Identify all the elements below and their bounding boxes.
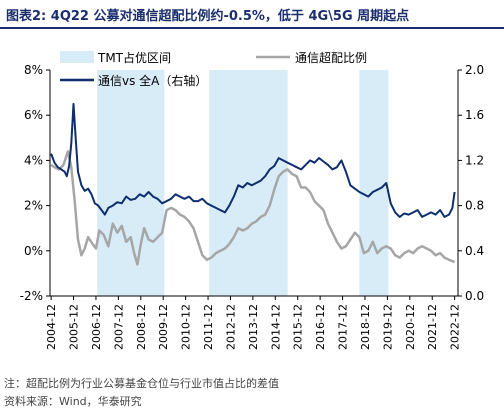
- x-tick-label: 2010-12: [180, 304, 193, 350]
- x-tick-label: 2018-12: [359, 304, 372, 350]
- series-lines: [50, 102, 456, 266]
- left-tick-label: 0%: [24, 244, 43, 258]
- right-tick-label: 1.6: [465, 108, 484, 122]
- right-tick-label: 2.0: [465, 63, 484, 77]
- x-tick-label: 2007-12: [112, 304, 125, 350]
- x-tick-label: 2020-12: [404, 304, 417, 350]
- x-tick-label: 2016-12: [314, 304, 327, 350]
- tmt-band: [359, 70, 389, 296]
- legend-label-navy-line: 通信vs 全A（右轴）: [98, 73, 207, 88]
- x-tick-label: 2014-12: [269, 304, 282, 350]
- right-tick-label: 0.0: [465, 289, 484, 303]
- x-tick-label: 2012-12: [224, 304, 237, 350]
- x-tick-label: 2011-12: [202, 304, 215, 350]
- tmt-band: [97, 70, 165, 296]
- x-tick-label: 2021-12: [426, 304, 439, 350]
- x-tick-label: 2017-12: [337, 304, 350, 350]
- left-tick-label: 4%: [24, 153, 43, 167]
- source-note: 资料来源：Wind，华泰研究: [4, 395, 142, 408]
- x-tick-label: 2022-12: [449, 304, 462, 350]
- left-tick-label: 8%: [24, 63, 43, 77]
- title-divider: [0, 27, 504, 29]
- x-tick-label: 2009-12: [157, 304, 170, 350]
- legend-swatch-band: [60, 51, 94, 63]
- x-tick-label: 2013-12: [247, 304, 260, 350]
- right-tick-label: 1.2: [465, 153, 484, 167]
- footnote: 注：超配比例为行业公募基金仓位与行业市值占比的差值: [4, 377, 279, 390]
- right-tick-label: 0.8: [465, 199, 484, 213]
- x-tick-label: 2006-12: [90, 304, 103, 350]
- line-chart: -2% 0% 2% 4% 6% 8% 0.0 0.4 0.8 1.2 1.6 2.0 2004-12 20…: [20, 50, 484, 350]
- axes: -2% 0% 2% 4% 6% 8% 0.0 0.4 0.8 1.2 1.6 2.0 2004-12 20…: [20, 63, 484, 350]
- right-tick-label: 0.4: [465, 244, 484, 258]
- highlight-bands: [97, 70, 389, 296]
- x-tick-label: 2015-12: [292, 304, 305, 350]
- x-tick-label: 2008-12: [135, 304, 148, 350]
- legend-label-gray-line: 通信超配比例: [295, 50, 367, 65]
- x-tick-label: 2004-12: [45, 304, 58, 350]
- series-line-overweight-ratio: [50, 150, 456, 266]
- legend-label-band: TMT占优区间: [97, 50, 171, 65]
- left-tick-label: -2%: [20, 289, 43, 303]
- left-tick-label: 6%: [24, 108, 43, 122]
- series-line-telecom-vs-all-a: [50, 102, 456, 218]
- x-tick-label: 2005-12: [68, 304, 81, 350]
- chart-title: 图表2: 4Q22 公募对通信超配比例约-0.5%，低于 4G\5G 周期起点: [6, 9, 410, 24]
- x-tick-label: 2019-12: [381, 304, 394, 350]
- left-tick-label: 2%: [24, 199, 43, 213]
